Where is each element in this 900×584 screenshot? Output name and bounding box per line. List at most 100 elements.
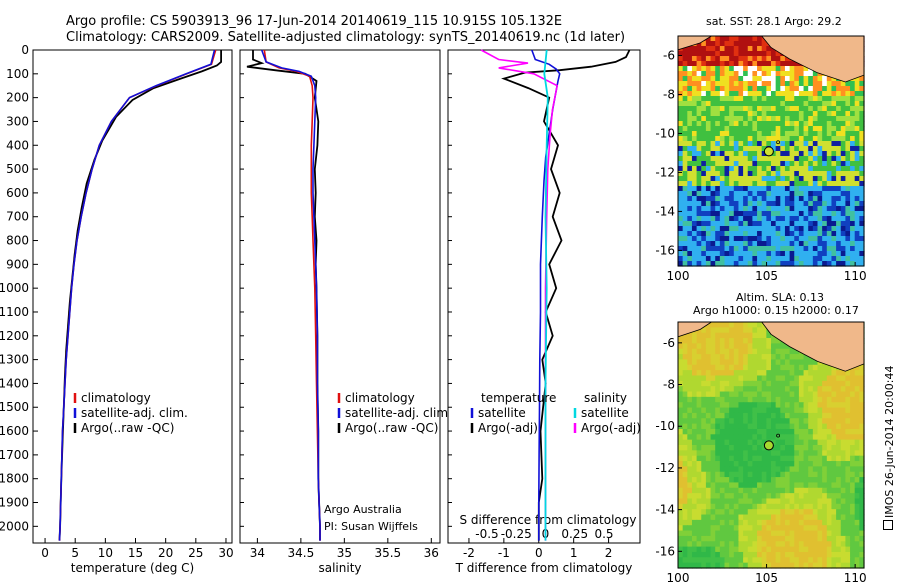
- map-cell: [831, 477, 837, 484]
- map-cell: [724, 471, 730, 478]
- map-cell: [682, 51, 688, 57]
- map-cell: [752, 557, 758, 564]
- map-cell: [691, 434, 698, 441]
- map-cell: [808, 176, 814, 182]
- map-cell: [705, 171, 712, 177]
- map-cell: [733, 146, 740, 152]
- map-cell: [840, 206, 846, 212]
- map-cell: [850, 466, 856, 473]
- map-cell: [780, 141, 786, 147]
- map-cell: [687, 525, 693, 532]
- map-cell: [715, 86, 721, 92]
- map-cell: [682, 519, 688, 526]
- map-cell: [845, 241, 851, 247]
- map-cell: [719, 216, 726, 222]
- map-cell: [840, 171, 846, 177]
- map-cell: [803, 509, 809, 516]
- map-cell: [761, 211, 767, 217]
- map-cell: [798, 445, 805, 451]
- map-cell: [817, 455, 823, 462]
- map-cell: [812, 236, 819, 242]
- map-cell: [715, 439, 721, 446]
- map-cell: [691, 236, 698, 242]
- map-cell: [789, 348, 795, 355]
- map-cell: [729, 241, 735, 247]
- map-cell: [789, 386, 795, 393]
- map-cell: [696, 46, 702, 52]
- map-cell: [696, 176, 702, 182]
- map-cell: [738, 338, 744, 344]
- map-cell: [784, 186, 791, 192]
- map-cell: [822, 261, 828, 267]
- map-cell: [719, 36, 726, 42]
- map-cell: [822, 482, 828, 489]
- map-cell: [710, 171, 716, 177]
- map-cell: [752, 514, 758, 521]
- map-cell: [784, 466, 791, 473]
- map-cell: [854, 370, 860, 377]
- map-cell: [696, 391, 702, 398]
- map-cell: [808, 81, 814, 87]
- map-cell: [752, 101, 758, 107]
- map-cell: [836, 141, 842, 147]
- map-cell: [729, 541, 735, 548]
- map-cell: [794, 91, 800, 97]
- map-cell: [859, 370, 865, 377]
- map-cell: [757, 525, 763, 532]
- map-cell: [747, 407, 753, 414]
- map-cell: [775, 181, 781, 187]
- map-cell: [733, 412, 740, 419]
- map-cell: [705, 370, 712, 377]
- map-cell: [808, 261, 814, 267]
- map-cell: [761, 56, 767, 62]
- map-cell: [757, 428, 763, 435]
- map-cell: [757, 477, 763, 484]
- map-cell: [733, 509, 740, 516]
- map-cell: [766, 176, 772, 182]
- map-cell: [803, 211, 809, 217]
- map-cell: [678, 434, 684, 441]
- map-cell: [794, 535, 800, 542]
- map-cell: [761, 359, 767, 366]
- map-cell: [808, 241, 814, 247]
- map-cell: [808, 445, 814, 451]
- map-cell: [808, 71, 814, 77]
- map-cell: [678, 156, 684, 162]
- map-cell: [761, 332, 767, 339]
- map-cell: [780, 186, 786, 192]
- map-cell: [766, 236, 772, 242]
- map-cell: [733, 541, 740, 548]
- map-cell: [831, 196, 837, 202]
- map-cell: [743, 418, 749, 425]
- map-cell: [794, 166, 800, 172]
- map-cell: [794, 380, 800, 387]
- map-cell: [854, 402, 860, 409]
- map-cell: [701, 423, 707, 430]
- map-cell: [691, 166, 698, 172]
- map-cell: [822, 418, 828, 425]
- map-cell: [743, 396, 749, 403]
- map-cell: [836, 131, 842, 137]
- map-cell: [766, 226, 772, 232]
- map-cell: [724, 439, 730, 446]
- map-cell: [761, 503, 767, 510]
- map-cell: [780, 256, 786, 262]
- map-cell: [705, 477, 712, 484]
- map-cell: [743, 375, 749, 382]
- map-cell: [687, 407, 693, 414]
- map-cell: [845, 216, 851, 222]
- map-cell: [729, 236, 735, 242]
- map-cell: [761, 445, 767, 451]
- map-cell: [710, 391, 716, 398]
- map-cell: [789, 455, 795, 462]
- map-cell: [738, 461, 744, 467]
- map-cell: [831, 231, 837, 237]
- map-cell: [854, 380, 860, 387]
- map-cell: [738, 439, 744, 446]
- map-cell: [715, 96, 721, 102]
- map-cell: [715, 256, 721, 262]
- map-cell: [775, 236, 781, 242]
- map-cell: [691, 81, 698, 87]
- map-cell: [826, 81, 833, 87]
- map-cell: [784, 226, 791, 232]
